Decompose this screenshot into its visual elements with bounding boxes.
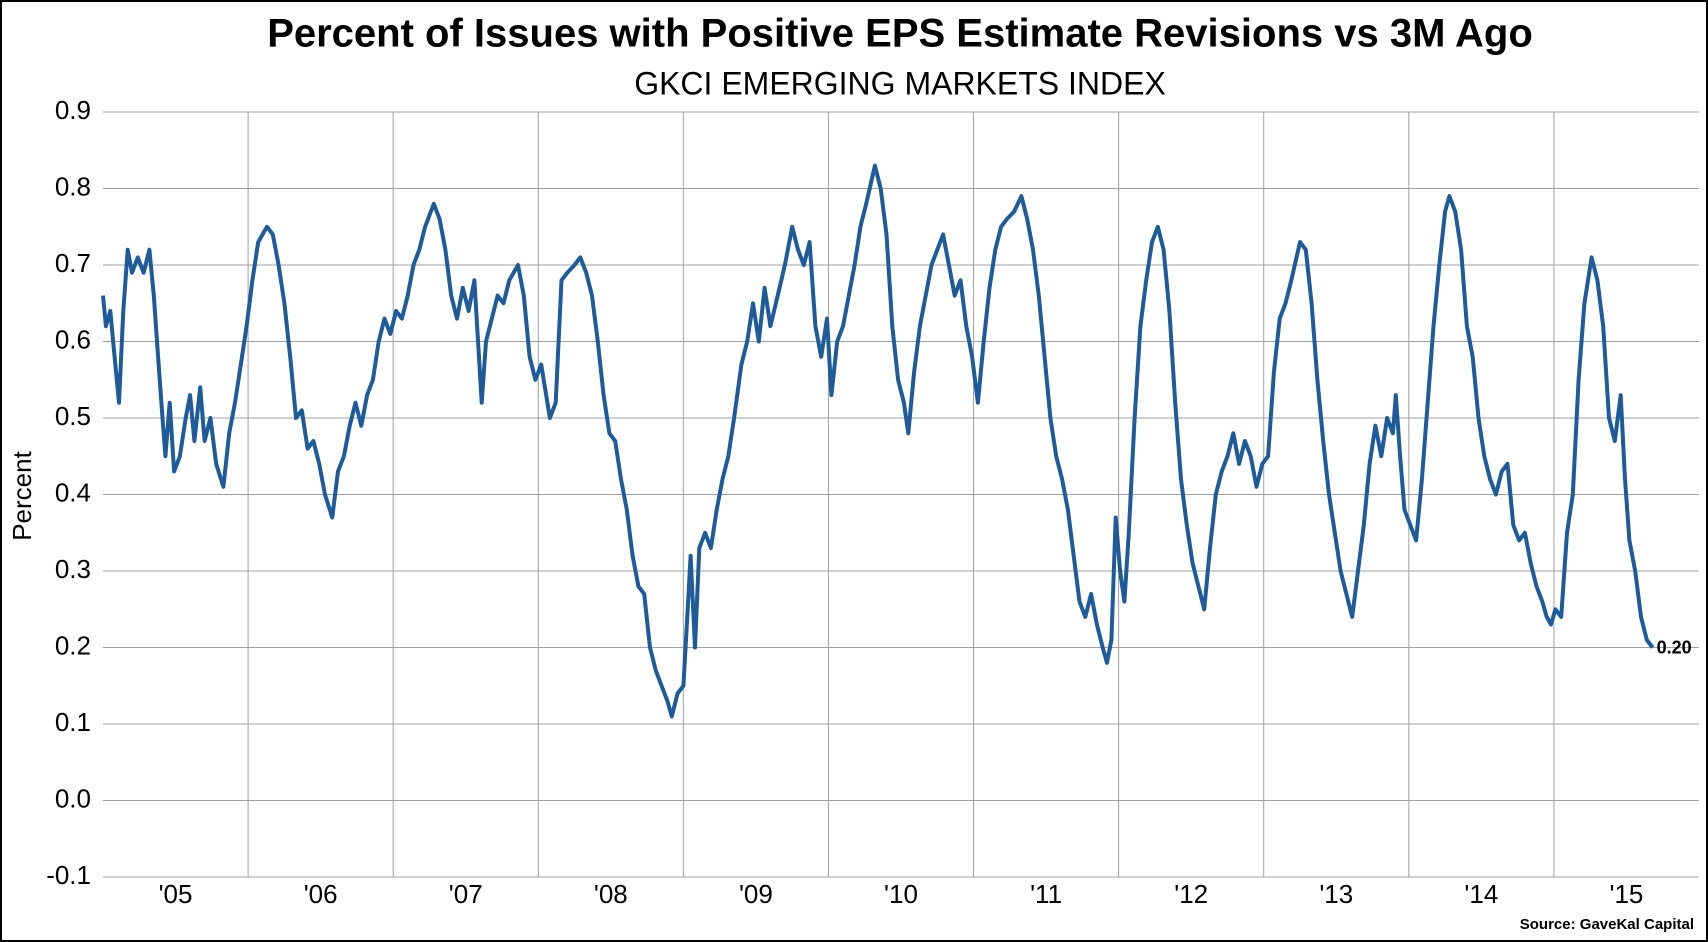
x-tick-label: '05 (159, 879, 193, 909)
y-tick-label: 0.2 (55, 630, 91, 660)
y-tick-label: 0.0 (55, 783, 91, 813)
x-tick-label: '15 (1610, 879, 1644, 909)
y-axis-label: Percent (7, 450, 37, 540)
x-tick-label: '06 (304, 879, 338, 909)
y-tick-label: -0.1 (46, 860, 91, 890)
y-tick-label: 0.3 (55, 554, 91, 584)
x-tick-label: '10 (884, 879, 918, 909)
chart-subtitle: GKCI EMERGING MARKETS INDEX (634, 65, 1166, 101)
x-tick-label: '07 (449, 879, 483, 909)
source: Source: GaveKal Capital (1520, 916, 1694, 933)
y-tick-label: 0.6 (55, 324, 91, 354)
chart-title: Percent of Issues with Positive EPS Esti… (267, 12, 1533, 56)
y-tick-label: 0.7 (55, 248, 91, 278)
y-tick-label: 0.1 (55, 707, 91, 737)
x-tick-label: '13 (1319, 879, 1353, 909)
y-tick-label: 0.5 (55, 401, 91, 431)
data-line (101, 163, 1655, 719)
x-tick-label: '09 (739, 879, 773, 909)
y-tick-label: 0.4 (55, 477, 91, 507)
end-label: 0.20 (1657, 637, 1692, 657)
x-tick-label: '14 (1464, 879, 1498, 909)
y-tick-label: 0.8 (55, 171, 91, 201)
x-tick-label: '12 (1174, 879, 1208, 909)
x-tick-label: '08 (594, 879, 628, 909)
x-tick-label: '11 (1030, 879, 1062, 909)
y-tick-label: 0.9 (55, 95, 91, 125)
